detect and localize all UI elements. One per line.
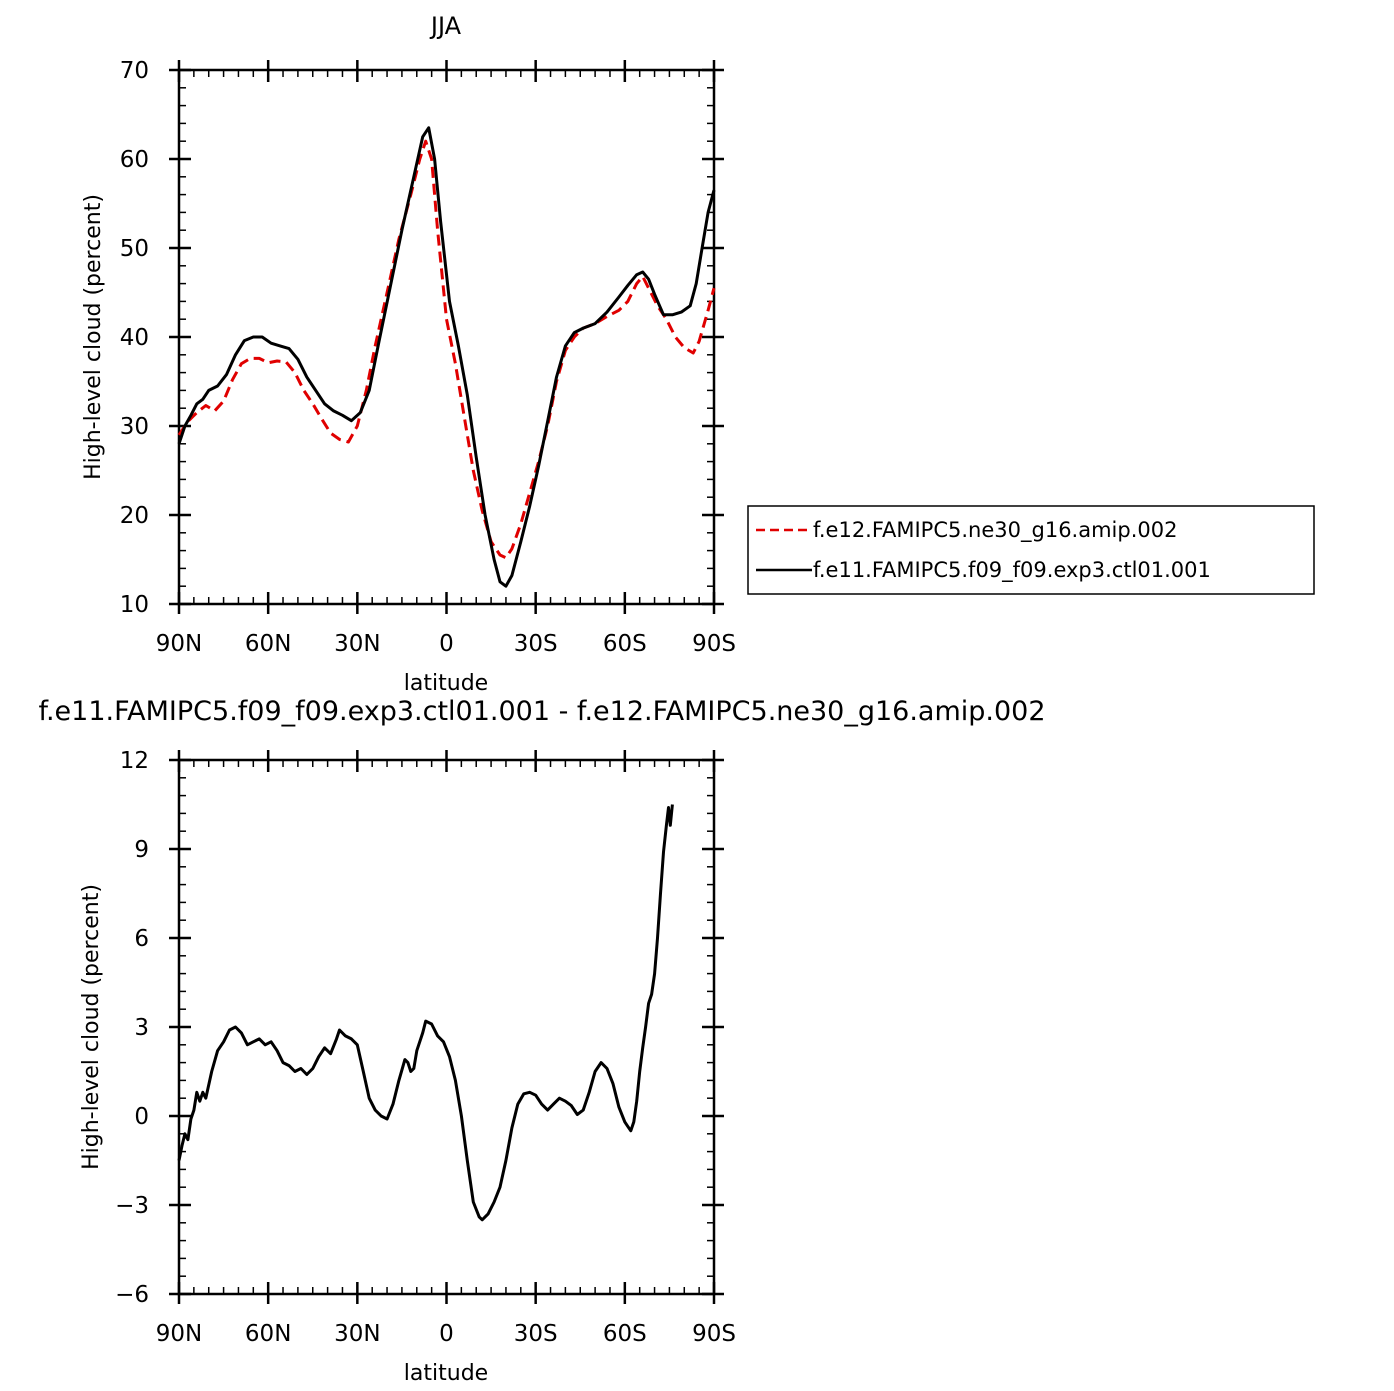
bottom-y-tick-label: −6 [115, 1282, 149, 1308]
bottom-y-tick-label: 6 [134, 926, 149, 952]
top-y-tick-label: 60 [120, 147, 149, 173]
top-x-tick-label: 0 [439, 631, 454, 657]
bottom-y-tick-label: 9 [134, 837, 149, 863]
top-panel-xlabel: latitude [404, 671, 488, 696]
legend-box [747, 505, 1315, 595]
top-y-tick-label: 70 [120, 58, 149, 84]
top-panel-ylabel: High-level cloud (percent) [81, 194, 106, 480]
bottom-x-tick-label: 60N [245, 1321, 291, 1347]
legend-label-ctl: f.e11.FAMIPC5.f09_f09.exp3.ctl01.001 [813, 558, 1211, 583]
top-y-tick-label: 40 [120, 325, 149, 351]
bottom-x-tick-label: 60S [603, 1321, 647, 1347]
bottom-x-tick-label: 90N [156, 1321, 202, 1347]
bottom-panel-xlabel: latitude [404, 1361, 488, 1386]
bottom-y-tick-label: 0 [134, 1104, 149, 1130]
legend-label-exp: f.e12.FAMIPC5.ne30_g16.amip.002 [813, 518, 1177, 543]
top-series-line-1 [177, 126, 716, 588]
bottom-x-tick-label: 90S [692, 1321, 736, 1347]
top-x-tick-label: 90S [692, 631, 736, 657]
top-panel-legend: f.e12.FAMIPC5.ne30_g16.amip.002 f.e11.FA… [747, 505, 1315, 595]
bottom-series-line-0 [177, 804, 674, 1222]
top-x-tick-label: 30N [334, 631, 380, 657]
top-y-tick-label: 50 [120, 236, 149, 262]
bottom-panel-ylabel: High-level cloud (percent) [79, 884, 104, 1170]
top-panel-title: JJA [429, 12, 462, 40]
bottom-panel-title: f.e11.FAMIPC5.f09_f09.exp3.ctl01.001 - f… [38, 696, 1045, 727]
bottom-panel-difference: f.e11.FAMIPC5.f09_f09.exp3.ctl01.001 - f… [38, 696, 1045, 1386]
bottom-x-tick-label: 30S [514, 1321, 558, 1347]
top-series-line-0 [177, 139, 716, 560]
bottom-x-tick-label: 0 [439, 1321, 454, 1347]
top-x-tick-label: 30S [514, 631, 558, 657]
bottom-y-tick-label: 3 [134, 1015, 149, 1041]
top-x-tick-label: 60N [245, 631, 291, 657]
bottom-x-tick-label: 30N [334, 1321, 380, 1347]
top-x-tick-label: 90N [156, 631, 202, 657]
top-x-tick-label: 60S [603, 631, 647, 657]
top-y-tick-label: 30 [120, 414, 149, 440]
top-y-tick-label: 10 [120, 592, 149, 618]
bottom-y-tick-label: 12 [120, 748, 149, 774]
top-panel-climatology: JJA latitude High-level cloud (percent) … [81, 12, 736, 696]
top-y-tick-label: 20 [120, 503, 149, 529]
bottom-y-tick-label: −3 [115, 1193, 149, 1219]
